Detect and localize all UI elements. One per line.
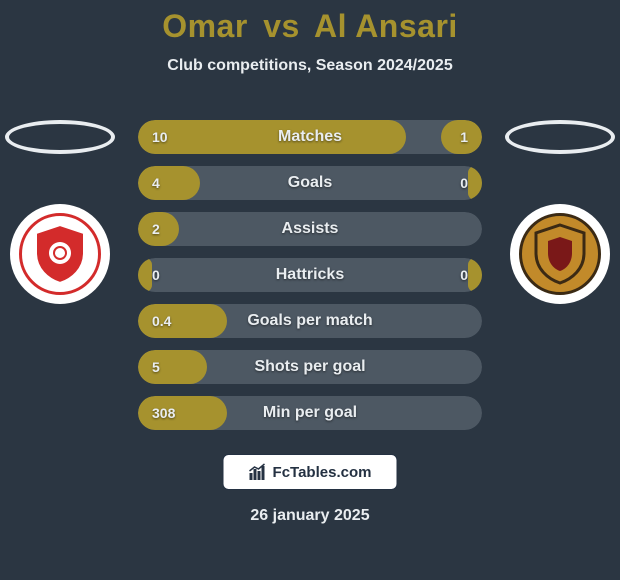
stats-list: 101Matches 40Goals 2Assists 00Hattricks 0.4G…: [138, 120, 482, 430]
player2-crest-inner: [519, 213, 601, 295]
player1-photo-placeholder: [5, 120, 115, 154]
stat-label: Assists: [138, 220, 482, 238]
date-label: 26 january 2025: [0, 507, 620, 525]
bar-chart-icon: [249, 463, 269, 481]
stat-label: Shots per goal: [138, 358, 482, 376]
subtitle: Club competitions, Season 2024/2025: [0, 57, 620, 75]
stat-row: 2Assists: [138, 212, 482, 246]
stat-label: Goals per match: [138, 312, 482, 330]
stat-row: 00Hattricks: [138, 258, 482, 292]
stat-label: Hattricks: [138, 266, 482, 284]
stat-row: 5Shots per goal: [138, 350, 482, 384]
player2-photo-placeholder: [505, 120, 615, 154]
comparison-card: Omar vs Al Ansari Club competitions, Sea…: [0, 0, 620, 580]
stat-label: Matches: [138, 128, 482, 146]
title: Omar vs Al Ansari: [0, 8, 620, 45]
site-logo-text: FcTables.com: [273, 464, 372, 481]
player1-crest-inner: [19, 213, 101, 295]
shield-icon: [32, 223, 88, 285]
site-logo[interactable]: FcTables.com: [223, 454, 398, 490]
player1-side: [0, 120, 120, 304]
player1-crest: [10, 204, 110, 304]
vs-label: vs: [263, 8, 300, 44]
player1-name: Omar: [162, 8, 248, 44]
player2-name: Al Ansari: [314, 8, 458, 44]
stat-row: 40Goals: [138, 166, 482, 200]
shield-icon: [532, 223, 588, 285]
stat-row: 0.4Goals per match: [138, 304, 482, 338]
stat-row: 101Matches: [138, 120, 482, 154]
player2-crest: [510, 204, 610, 304]
stat-label: Goals: [138, 174, 482, 192]
stat-row: 308Min per goal: [138, 396, 482, 430]
player2-side: [500, 120, 620, 304]
stat-label: Min per goal: [138, 404, 482, 422]
